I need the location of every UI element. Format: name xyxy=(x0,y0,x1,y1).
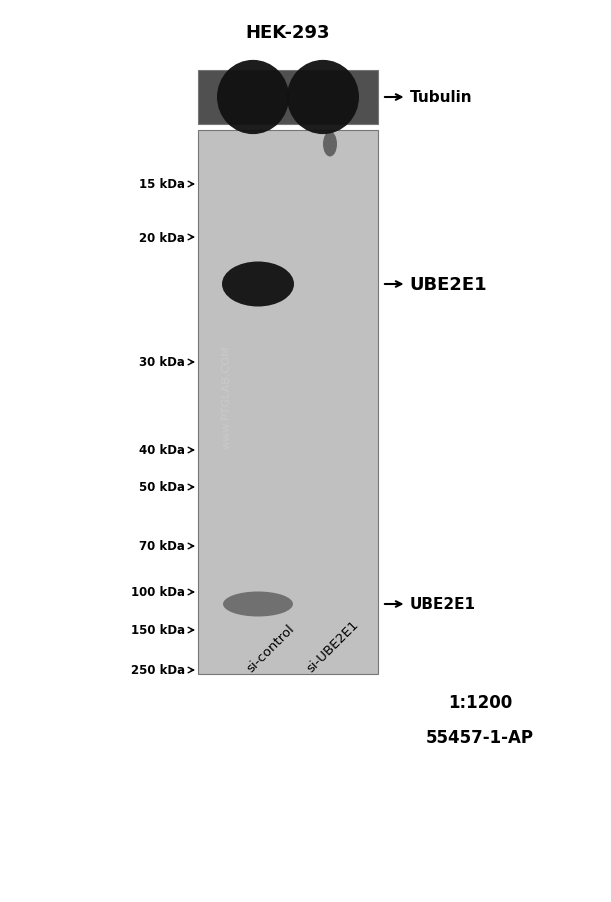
Ellipse shape xyxy=(323,133,337,157)
Bar xyxy=(198,131,378,675)
Text: 100 kDa: 100 kDa xyxy=(131,586,185,599)
Text: si-UBE2E1: si-UBE2E1 xyxy=(304,617,361,675)
Text: HEK-293: HEK-293 xyxy=(246,24,331,42)
Text: www.PTGLAB.COM: www.PTGLAB.COM xyxy=(221,345,231,448)
Bar xyxy=(198,71,378,124)
Text: Tubulin: Tubulin xyxy=(409,90,472,106)
Text: 55457-1-AP: 55457-1-AP xyxy=(426,728,534,746)
Text: si-control: si-control xyxy=(244,621,297,675)
Text: UBE2E1: UBE2E1 xyxy=(409,597,475,612)
Ellipse shape xyxy=(217,60,289,135)
Text: 1:1200: 1:1200 xyxy=(448,694,512,711)
Text: 250 kDa: 250 kDa xyxy=(131,664,185,676)
Text: UBE2E1: UBE2E1 xyxy=(409,276,487,294)
Text: 20 kDa: 20 kDa xyxy=(139,231,185,244)
Text: 150 kDa: 150 kDa xyxy=(131,624,185,637)
Ellipse shape xyxy=(223,592,293,617)
Ellipse shape xyxy=(287,60,359,135)
Text: 15 kDa: 15 kDa xyxy=(139,179,185,191)
Text: 30 kDa: 30 kDa xyxy=(139,356,185,369)
Text: 70 kDa: 70 kDa xyxy=(139,540,185,553)
Text: 50 kDa: 50 kDa xyxy=(139,481,185,494)
Ellipse shape xyxy=(222,262,294,308)
Text: 40 kDa: 40 kDa xyxy=(139,444,185,457)
